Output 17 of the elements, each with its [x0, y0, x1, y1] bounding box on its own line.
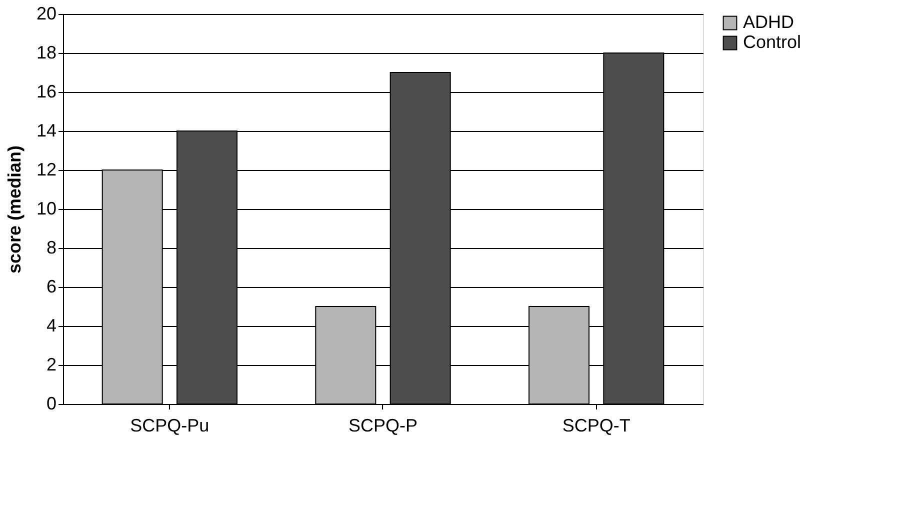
legend-label: Control — [743, 32, 802, 52]
y-axis-title: score (median) — [4, 145, 24, 274]
y-tick-label: 2 — [46, 354, 56, 374]
x-tick-label: SCPQ-P — [348, 416, 418, 436]
y-tick-label: 8 — [46, 238, 56, 258]
y-tick-label: 18 — [36, 42, 56, 62]
x-tick-label: SCPQ-Pu — [130, 416, 210, 436]
y-tick-label: 6 — [46, 276, 56, 296]
y-tick-label: 16 — [36, 82, 56, 102]
y-tick-label: 10 — [36, 198, 56, 218]
y-tick-label: 14 — [36, 120, 56, 140]
legend-label: ADHD — [743, 12, 794, 32]
y-tick-label: 4 — [46, 316, 56, 336]
x-tick-label: SCPQ-T — [562, 416, 630, 436]
y-tick-label: 0 — [46, 394, 56, 414]
y-tick-label: 20 — [36, 4, 56, 24]
y-tick-label: 12 — [36, 160, 56, 180]
